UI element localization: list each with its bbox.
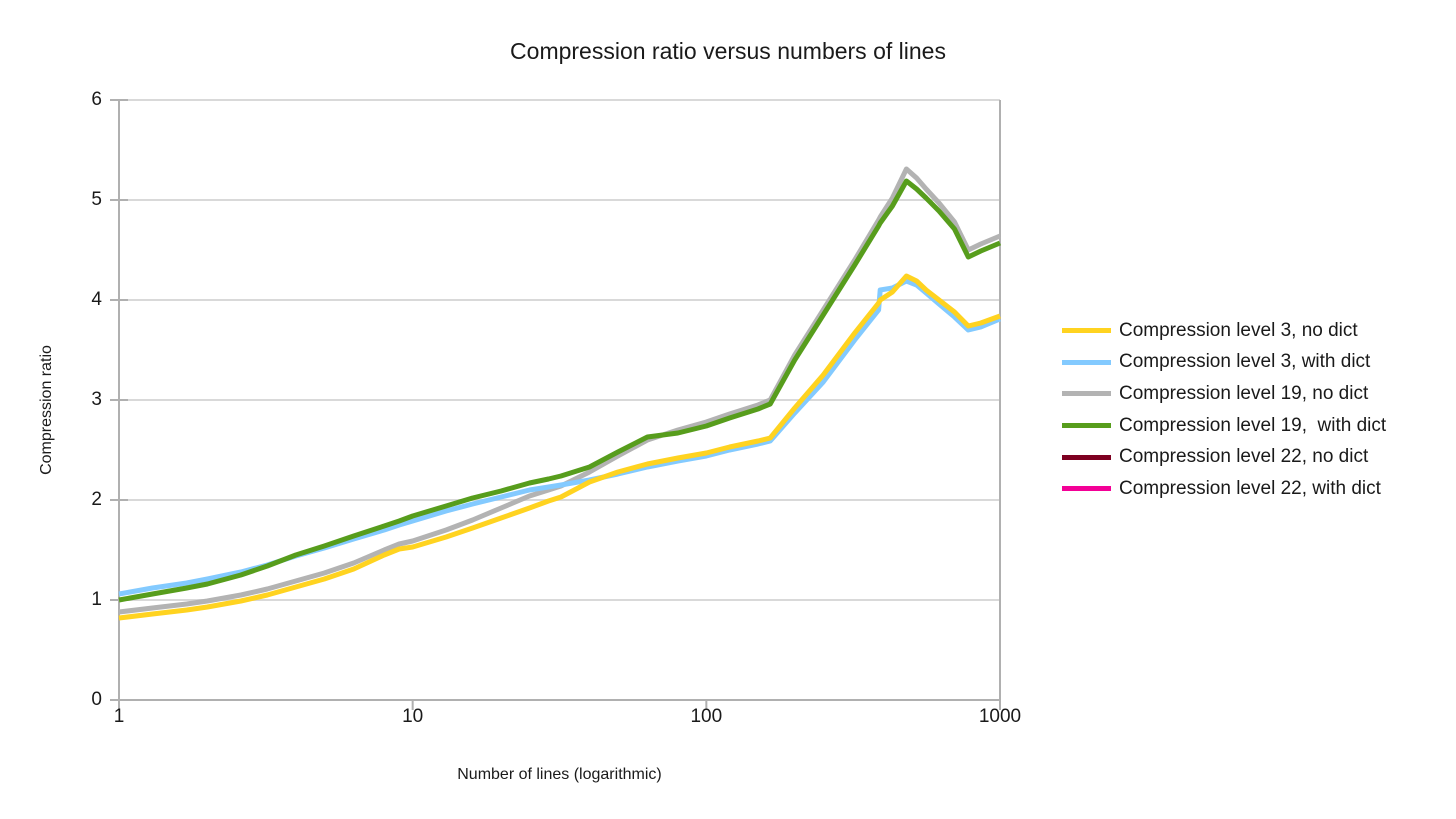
legend-swatch-icon <box>1062 328 1111 334</box>
y-tick-label-2: 2 <box>91 489 102 510</box>
legend: Compression level 3, no dict Compression … <box>1062 315 1386 505</box>
x-tick-label-1: 1 <box>113 706 125 727</box>
series-line-1 <box>118 278 1001 597</box>
legend-swatch-icon <box>1062 454 1111 460</box>
legend-label: Compression level 3, with dict <box>1119 351 1371 373</box>
legend-label: Compression level 22, no dict <box>1119 446 1369 468</box>
legend-item: Compression level 22, with dict <box>1062 473 1386 505</box>
y-tick-label-5: 5 <box>91 189 102 210</box>
x-tick-label-1000: 1000 <box>978 706 1022 727</box>
series-line-3 <box>118 178 1001 603</box>
legend-label: Compression level 3, no dict <box>1119 319 1358 341</box>
legend-label: Compression level 19, no dict <box>1119 382 1369 404</box>
legend-swatch-icon <box>1062 359 1111 365</box>
y-tick-label-6: 6 <box>91 89 102 110</box>
x-tick-label-100: 100 <box>690 706 723 727</box>
legend-swatch-icon <box>1062 423 1111 429</box>
y-tick-label-3: 3 <box>91 389 102 410</box>
chart-title: Compression ratio versus numbers of line… <box>510 38 946 64</box>
legend-item: Compression level 3, with dict <box>1062 347 1386 379</box>
legend-swatch-icon <box>1062 391 1111 397</box>
series-line-0 <box>118 273 1001 621</box>
legend-swatch-icon <box>1062 486 1111 492</box>
legend-label: Compression level 22, with dict <box>1119 477 1381 499</box>
y-tick-label-0: 0 <box>91 689 102 710</box>
legend-item: Compression level 3, no dict <box>1062 315 1386 347</box>
legend-item: Compression level 22, no dict <box>1062 441 1386 473</box>
y-tick-label-1: 1 <box>91 589 102 610</box>
series-line-2 <box>118 166 1001 615</box>
legend-label: Compression level 19, with dict <box>1119 414 1387 436</box>
legend-item: Compression level 19, with dict <box>1062 410 1386 442</box>
y-tick-label-4: 4 <box>91 289 102 310</box>
x-axis-title: Number of lines (logarithmic) <box>457 766 662 783</box>
legend-item: Compression level 19, no dict <box>1062 378 1386 410</box>
x-tick-label-10: 10 <box>402 706 424 727</box>
